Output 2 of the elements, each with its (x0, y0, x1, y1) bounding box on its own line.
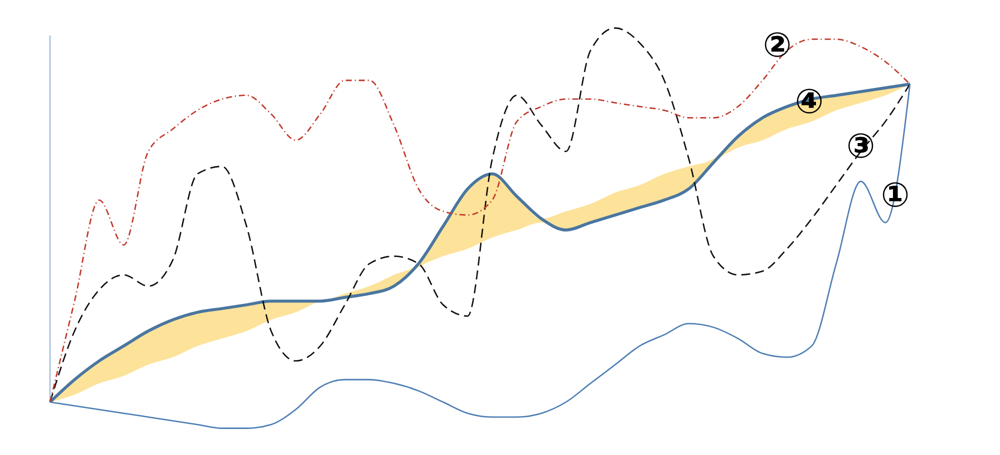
series-label: ③ (846, 126, 876, 167)
series-label: ② (762, 26, 792, 66)
